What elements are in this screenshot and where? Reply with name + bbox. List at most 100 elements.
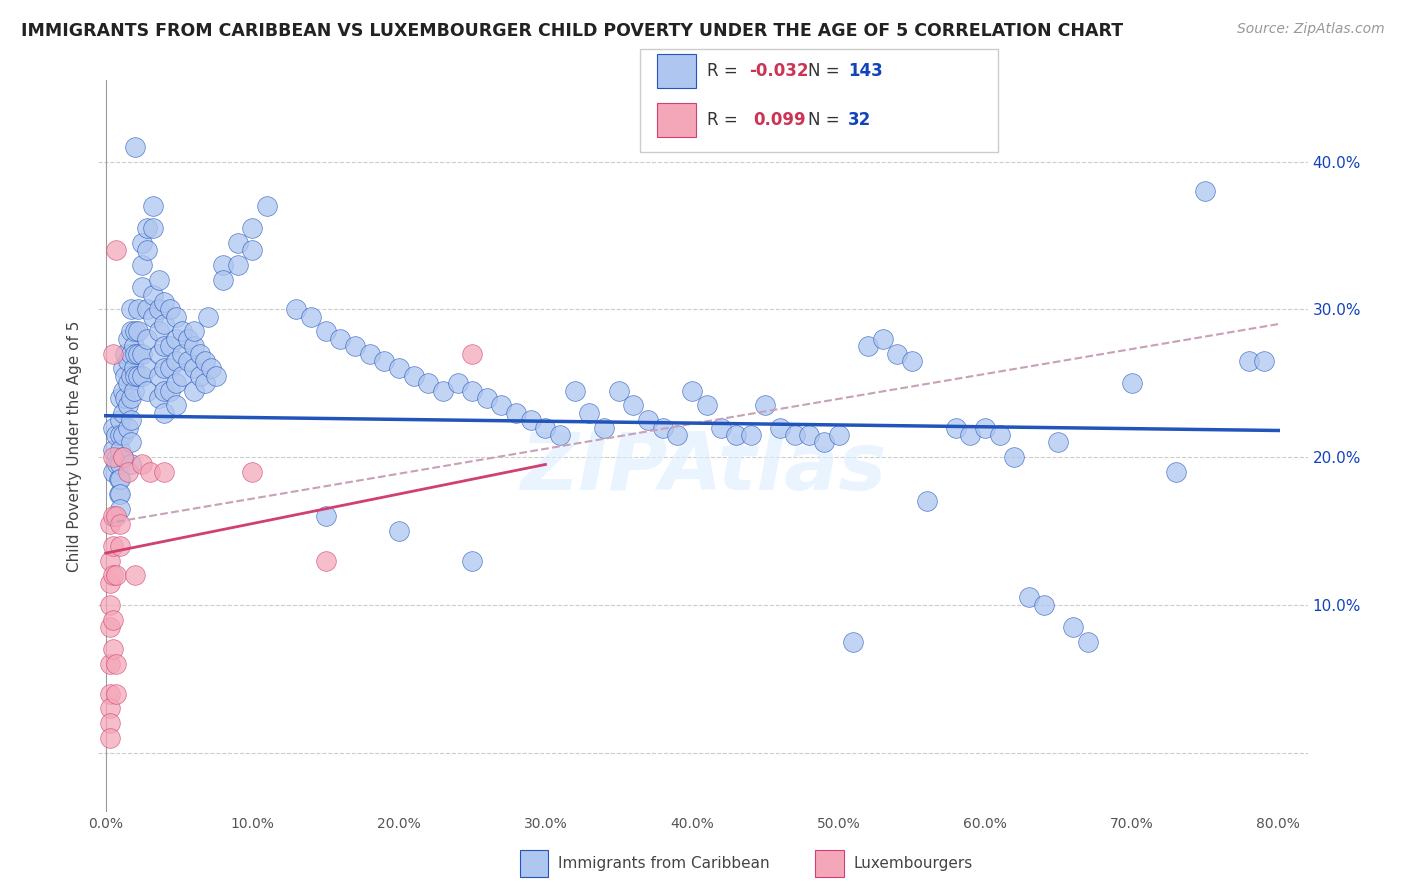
Point [226, 235, 249, 250]
Point [120, 458, 142, 472]
Point [135, 361, 157, 376]
Point [183, 339, 205, 353]
Point [120, 302, 142, 317]
Point [197, 310, 219, 324]
Point [127, 368, 149, 383]
Text: R =: R = [707, 62, 744, 80]
Point [131, 280, 153, 294]
Point [112, 450, 135, 464]
Point [110, 539, 132, 553]
Point [117, 376, 139, 391]
Point [226, 258, 249, 272]
Point [491, 398, 513, 412]
Point [135, 221, 157, 235]
Text: IMMIGRANTS FROM CARIBBEAN VS LUXEMBOURGER CHILD POVERTY UNDER THE AGE OF 5 CORRE: IMMIGRANTS FROM CARIBBEAN VS LUXEMBOURGE… [21, 22, 1123, 40]
Point [117, 354, 139, 368]
Point [107, 458, 129, 472]
Point [359, 346, 381, 360]
Point [135, 302, 157, 317]
Point [710, 420, 733, 434]
Point [124, 368, 146, 383]
Text: 143: 143 [848, 62, 883, 80]
Point [153, 384, 176, 398]
Point [212, 258, 235, 272]
Point [105, 568, 128, 582]
Text: 32: 32 [848, 112, 872, 129]
Point [135, 244, 157, 258]
Point [256, 199, 278, 213]
Point [101, 642, 124, 657]
Point [1004, 450, 1026, 464]
Text: -0.032: -0.032 [749, 62, 808, 80]
Point [505, 406, 527, 420]
Point [148, 302, 170, 317]
Point [183, 325, 205, 339]
Point [461, 553, 484, 567]
Text: 0.099: 0.099 [754, 112, 806, 129]
Point [101, 539, 124, 553]
Point [1237, 354, 1260, 368]
Point [988, 428, 1011, 442]
Point [117, 398, 139, 412]
Point [107, 450, 129, 464]
Point [872, 332, 894, 346]
Point [122, 384, 145, 398]
Point [578, 406, 600, 420]
Text: Immigrants from Caribbean: Immigrants from Caribbean [558, 856, 770, 871]
Point [446, 376, 468, 391]
Point [959, 428, 981, 442]
Point [142, 310, 165, 324]
Point [945, 420, 967, 434]
Point [637, 413, 659, 427]
Point [110, 413, 132, 427]
Point [194, 354, 217, 368]
Point [240, 244, 263, 258]
Point [856, 339, 879, 353]
Point [110, 458, 132, 472]
Point [135, 332, 157, 346]
Point [177, 332, 200, 346]
Point [138, 465, 160, 479]
Point [120, 435, 142, 450]
Point [170, 325, 193, 339]
Point [299, 310, 322, 324]
Point [112, 428, 135, 442]
Point [159, 361, 181, 376]
Point [120, 346, 142, 360]
Point [108, 487, 131, 501]
Point [153, 361, 176, 376]
Point [418, 376, 440, 391]
Point [329, 332, 352, 346]
Point [915, 494, 938, 508]
Point [388, 524, 411, 538]
Point [520, 413, 543, 427]
Point [153, 294, 176, 309]
Point [131, 235, 153, 250]
Point [165, 376, 187, 391]
Point [159, 302, 181, 317]
Point [343, 339, 366, 353]
Point [170, 368, 193, 383]
Y-axis label: Child Poverty Under the Age of 5: Child Poverty Under the Age of 5 [67, 320, 83, 572]
Point [548, 428, 571, 442]
Point [101, 465, 124, 479]
Point [607, 384, 630, 398]
Point [666, 428, 689, 442]
Point [112, 384, 135, 398]
Point [842, 634, 865, 648]
Point [1253, 354, 1275, 368]
Point [131, 258, 153, 272]
Point [1018, 591, 1040, 605]
Point [534, 420, 557, 434]
Point [98, 516, 121, 531]
Point [827, 428, 849, 442]
Point [142, 287, 165, 301]
Point [165, 310, 187, 324]
Point [120, 391, 142, 405]
Point [593, 420, 616, 434]
Point [110, 428, 132, 442]
Point [153, 465, 176, 479]
Point [388, 361, 411, 376]
Point [153, 406, 176, 420]
Point [98, 575, 121, 590]
